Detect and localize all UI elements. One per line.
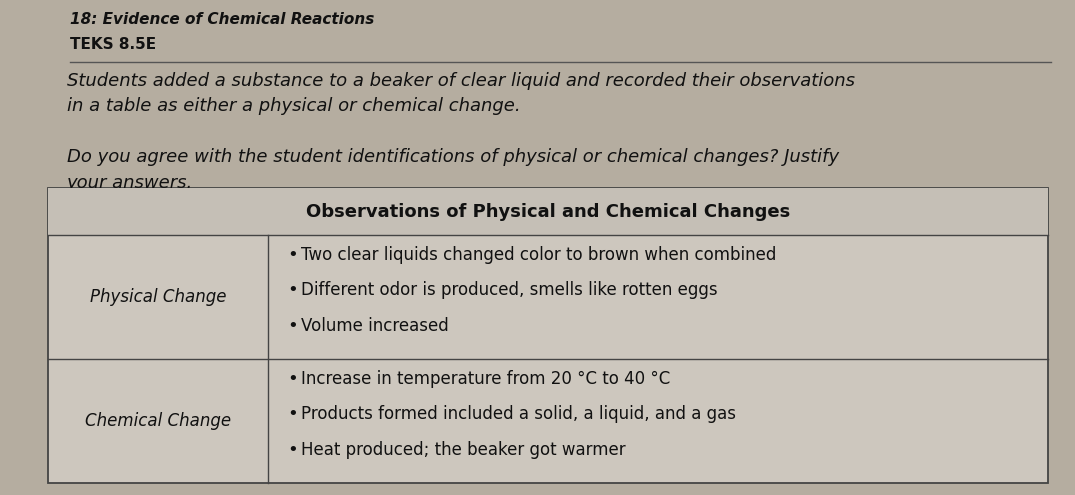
- Text: 18: Evidence of Chemical Reactions: 18: Evidence of Chemical Reactions: [70, 12, 374, 27]
- Text: Do you agree with the student identifications of physical or chemical changes? J: Do you agree with the student identifica…: [67, 148, 838, 192]
- Text: •: •: [288, 441, 299, 458]
- Text: Chemical Change: Chemical Change: [85, 412, 231, 430]
- Text: •: •: [288, 317, 299, 335]
- Text: Heat produced; the beaker got warmer: Heat produced; the beaker got warmer: [301, 441, 626, 458]
- Text: Increase in temperature from 20 °C to 40 °C: Increase in temperature from 20 °C to 40…: [301, 370, 670, 388]
- Text: Observations of Physical and Chemical Changes: Observations of Physical and Chemical Ch…: [306, 202, 790, 221]
- Bar: [48, 188, 1048, 235]
- Text: •: •: [288, 370, 299, 388]
- Text: Products formed included a solid, a liquid, and a gas: Products formed included a solid, a liqu…: [301, 405, 735, 423]
- Text: Different odor is produced, smells like rotten eggs: Different odor is produced, smells like …: [301, 282, 717, 299]
- Text: Students added a substance to a beaker of clear liquid and recorded their observ: Students added a substance to a beaker o…: [67, 72, 855, 115]
- Text: •: •: [288, 282, 299, 299]
- Text: Physical Change: Physical Change: [90, 288, 227, 306]
- Text: TEKS 8.5E: TEKS 8.5E: [70, 37, 156, 52]
- Bar: [48, 188, 1048, 483]
- Text: Volume increased: Volume increased: [301, 317, 448, 335]
- Text: •: •: [288, 405, 299, 423]
- Text: •: •: [288, 246, 299, 264]
- Text: Two clear liquids changed color to brown when combined: Two clear liquids changed color to brown…: [301, 246, 776, 264]
